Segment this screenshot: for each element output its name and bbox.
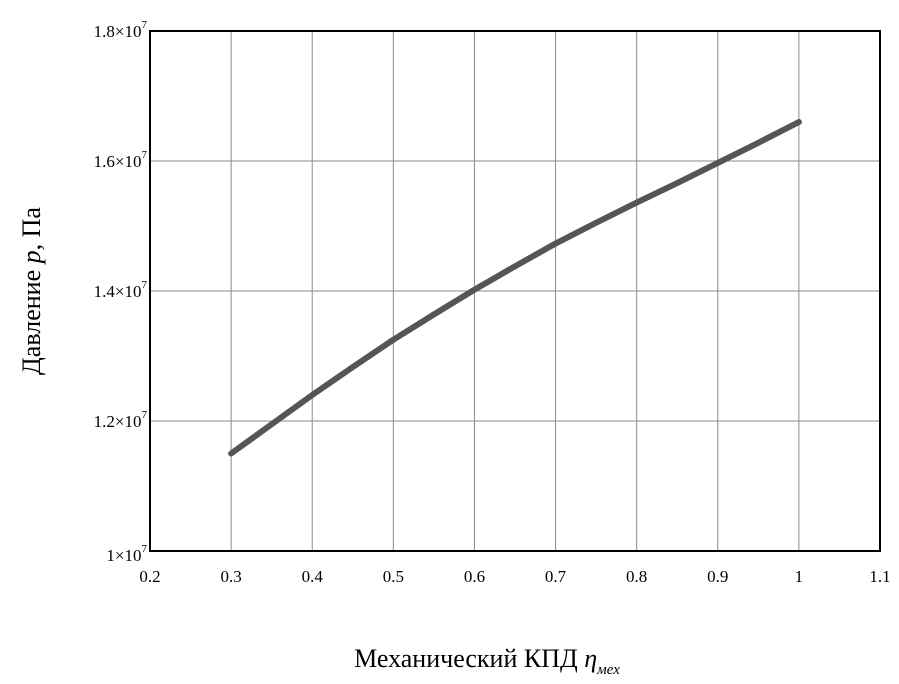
plot-frame (149, 30, 881, 552)
y-axis-label-suffix: , Па (17, 207, 46, 251)
data-point (269, 421, 275, 427)
data-point (512, 263, 518, 269)
data-point (471, 287, 478, 293)
x-tick-label: 0.8 (626, 567, 647, 586)
data-point (431, 311, 437, 317)
data-point (634, 200, 640, 206)
grid (149, 30, 881, 552)
data-point (796, 119, 802, 125)
x-tick-label: 0.6 (464, 567, 485, 586)
x-tick-label: 0.9 (707, 567, 728, 586)
y-tick-label: 1×107 (106, 543, 147, 565)
data-point (228, 450, 234, 457)
x-tick-label: 0.4 (302, 567, 324, 586)
x-tick-label: 0.5 (383, 567, 404, 586)
data-point (350, 364, 356, 370)
data-point (755, 140, 761, 146)
x-tick-labels: 0.2 0.3 0.4 0.5 0.6 0.7 0.8 0.9 1 1.1 (139, 567, 890, 586)
x-tick-label: 0.2 (139, 567, 160, 586)
x-axis-label-symbol: η (584, 644, 597, 673)
y-tick-label: 1.8×107 (94, 19, 148, 41)
y-tick-labels: 1×107 1.2×107 1.4×107 1.6×107 1.8×107 (94, 19, 148, 565)
data-point (309, 392, 315, 398)
x-tick-label: 1 (795, 567, 804, 586)
x-axis-label-text: Механический КПД (354, 644, 584, 673)
data-point (390, 337, 396, 343)
x-axis-label-subscript: мех (596, 662, 620, 678)
y-axis-label-symbol: p (17, 250, 46, 265)
y-axis-label-text: Давление (17, 263, 46, 375)
y-tick-label: 1.2×107 (94, 409, 148, 431)
data-point (715, 160, 721, 166)
x-axis-label: Механический КПД ηмех (354, 644, 620, 678)
data-point (552, 240, 559, 247)
x-tick-label: 0.7 (545, 567, 567, 586)
y-tick-label: 1.6×107 (94, 149, 148, 171)
series-layer (228, 119, 802, 457)
data-point (593, 220, 599, 226)
y-axis-label: Давление p, Па (17, 207, 46, 375)
x-tick-label: 0.3 (220, 567, 241, 586)
data-point (674, 180, 680, 186)
x-tick-label: 1.1 (869, 567, 890, 586)
series-line (228, 119, 802, 457)
y-tick-label: 1.4×107 (94, 279, 148, 301)
